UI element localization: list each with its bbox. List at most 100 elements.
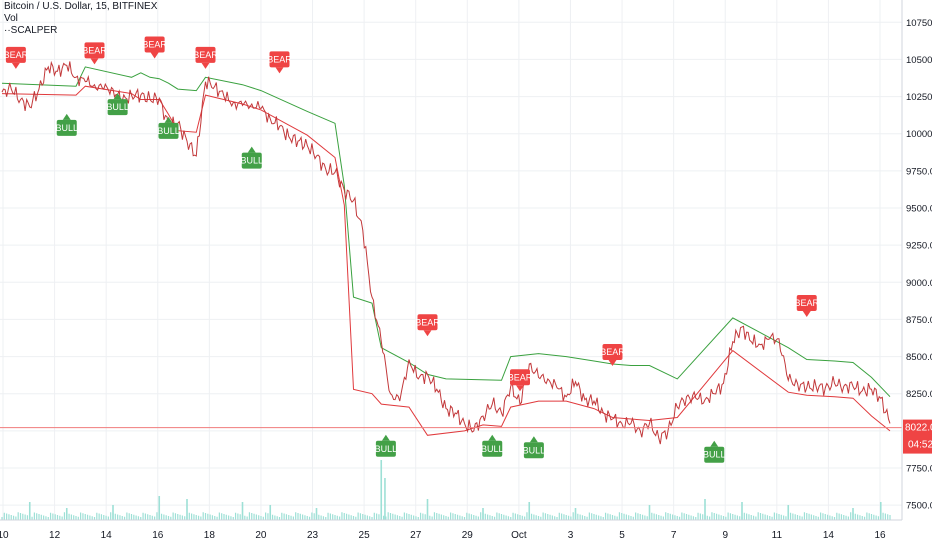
volume-bar: [149, 515, 151, 520]
volume-bar: [847, 516, 849, 520]
bear-signal-box: [144, 36, 165, 53]
y-tick-label: 10250.0: [906, 92, 932, 103]
volume-bar: [265, 512, 267, 520]
bull-signal[interactable]: BULL: [481, 434, 504, 457]
volume-bar: [658, 515, 660, 520]
y-tick-label: 7500.0: [906, 501, 932, 512]
volume-bar: [292, 516, 294, 520]
bear-signal[interactable]: BEAR: [794, 294, 820, 317]
bear-signal[interactable]: BEAR: [600, 344, 625, 366]
volume-bar: [165, 515, 167, 520]
volume-bar: [762, 513, 764, 520]
volume-bar: [690, 515, 692, 520]
x-tick-label: 27: [410, 530, 422, 541]
bear-signal-label: BEAR: [415, 317, 440, 327]
volume-bar: [706, 515, 708, 520]
volume-bar: [200, 516, 202, 520]
bear-signal[interactable]: BEAR: [142, 36, 167, 59]
volume-bar: [327, 512, 329, 520]
volume-bar: [857, 514, 859, 520]
scalper-indicator-label[interactable]: ··SCALPER: [4, 25, 58, 36]
bull-signal[interactable]: BULL: [55, 113, 78, 136]
volume-bar: [759, 513, 762, 520]
bull-signal[interactable]: BULL: [240, 146, 263, 169]
volume-bar: [803, 512, 806, 520]
bear-signal-box: [602, 344, 623, 360]
bull-signal[interactable]: BULL: [375, 434, 398, 457]
volume-spike: [648, 505, 651, 520]
volume-bar: [558, 512, 560, 520]
x-tick-label: 11: [772, 530, 783, 541]
volume-bar: [722, 516, 725, 520]
volume-bar: [364, 514, 366, 520]
volume-bar: [31, 516, 33, 520]
volume-bar: [151, 515, 153, 520]
bull-signal[interactable]: BULL: [106, 93, 129, 116]
volume-bar: [632, 516, 634, 520]
bear-signal[interactable]: BEAR: [415, 314, 440, 337]
volume-bar: [419, 512, 422, 520]
volume-bar: [8, 514, 10, 520]
volume-bar: [669, 513, 671, 520]
bear-signal-pointer: [608, 360, 617, 366]
volume-bar: [382, 515, 385, 520]
volume-bar: [542, 512, 544, 520]
volume-bar: [142, 512, 144, 520]
volume-bar: [468, 513, 470, 520]
bull-signal-box: [56, 119, 77, 136]
bear-signal[interactable]: BEAR: [4, 46, 29, 69]
volume-bar: [387, 512, 389, 520]
volume-bar: [274, 515, 276, 520]
bear-signal[interactable]: BEAR: [193, 46, 218, 69]
volume-bar: [676, 516, 678, 520]
volume-bar: [685, 514, 688, 520]
volume-bar: [320, 515, 322, 520]
volume-bar: [352, 516, 355, 520]
volume-bar: [598, 515, 600, 520]
x-tick-label: 10: [0, 530, 9, 541]
volume-bar: [776, 513, 778, 520]
volume-bar: [96, 512, 98, 520]
bull-signal[interactable]: BULL: [703, 440, 726, 463]
volume-bar: [417, 517, 419, 520]
bear-signal[interactable]: BEAR: [267, 51, 292, 74]
bear-signal[interactable]: BEAR: [508, 369, 533, 392]
price-axis[interactable]: 10750.0 10500.0 10250.0 10000.0 9750.0 9500.0…: [901, 0, 932, 520]
bull-signal-pointer: [529, 436, 538, 443]
volume-bar: [144, 513, 146, 520]
volume-bar: [415, 516, 417, 520]
volume-indicator-label[interactable]: Vol: [4, 13, 18, 24]
volume-spike: [186, 499, 188, 520]
symbol-title[interactable]: Bitcoin / U.S. Dollar, 15, BITFINEX: [4, 1, 158, 12]
volume-bar: [826, 514, 829, 520]
volume-bar: [311, 512, 313, 520]
volume-bar: [207, 513, 209, 520]
volume-bar: [783, 515, 785, 520]
volume-bar: [607, 513, 609, 520]
volume-bar: [461, 516, 463, 520]
volume-bar: [877, 516, 880, 520]
volume-bar: [191, 513, 193, 520]
volume-bar: [276, 516, 278, 520]
bull-signal-box: [107, 99, 128, 116]
volume-bar: [766, 515, 769, 520]
bull-signal-pointer: [488, 434, 497, 441]
volume-bar: [593, 514, 595, 520]
bull-signal[interactable]: BULL: [523, 436, 546, 459]
volume-bar: [26, 515, 29, 520]
volume-bar: [43, 515, 45, 520]
volume-bar: [355, 516, 357, 520]
time-axis[interactable]: 10 12 14 16 18 20 23 25 27 29 Oct 3 5 7 9 11 14 16: [0, 519, 902, 541]
volume-bar: [378, 514, 380, 520]
bear-signal[interactable]: BEAR: [82, 42, 107, 65]
volume-bar: [350, 515, 352, 520]
volume-bar: [711, 512, 713, 520]
volume-bar: [450, 512, 452, 520]
volume-bar: [755, 516, 757, 520]
volume-bar: [595, 514, 597, 520]
volume-spike: [528, 502, 531, 520]
bull-signal[interactable]: BULL: [157, 116, 180, 139]
volume-bar: [780, 514, 782, 520]
volume-bar: [769, 516, 771, 520]
